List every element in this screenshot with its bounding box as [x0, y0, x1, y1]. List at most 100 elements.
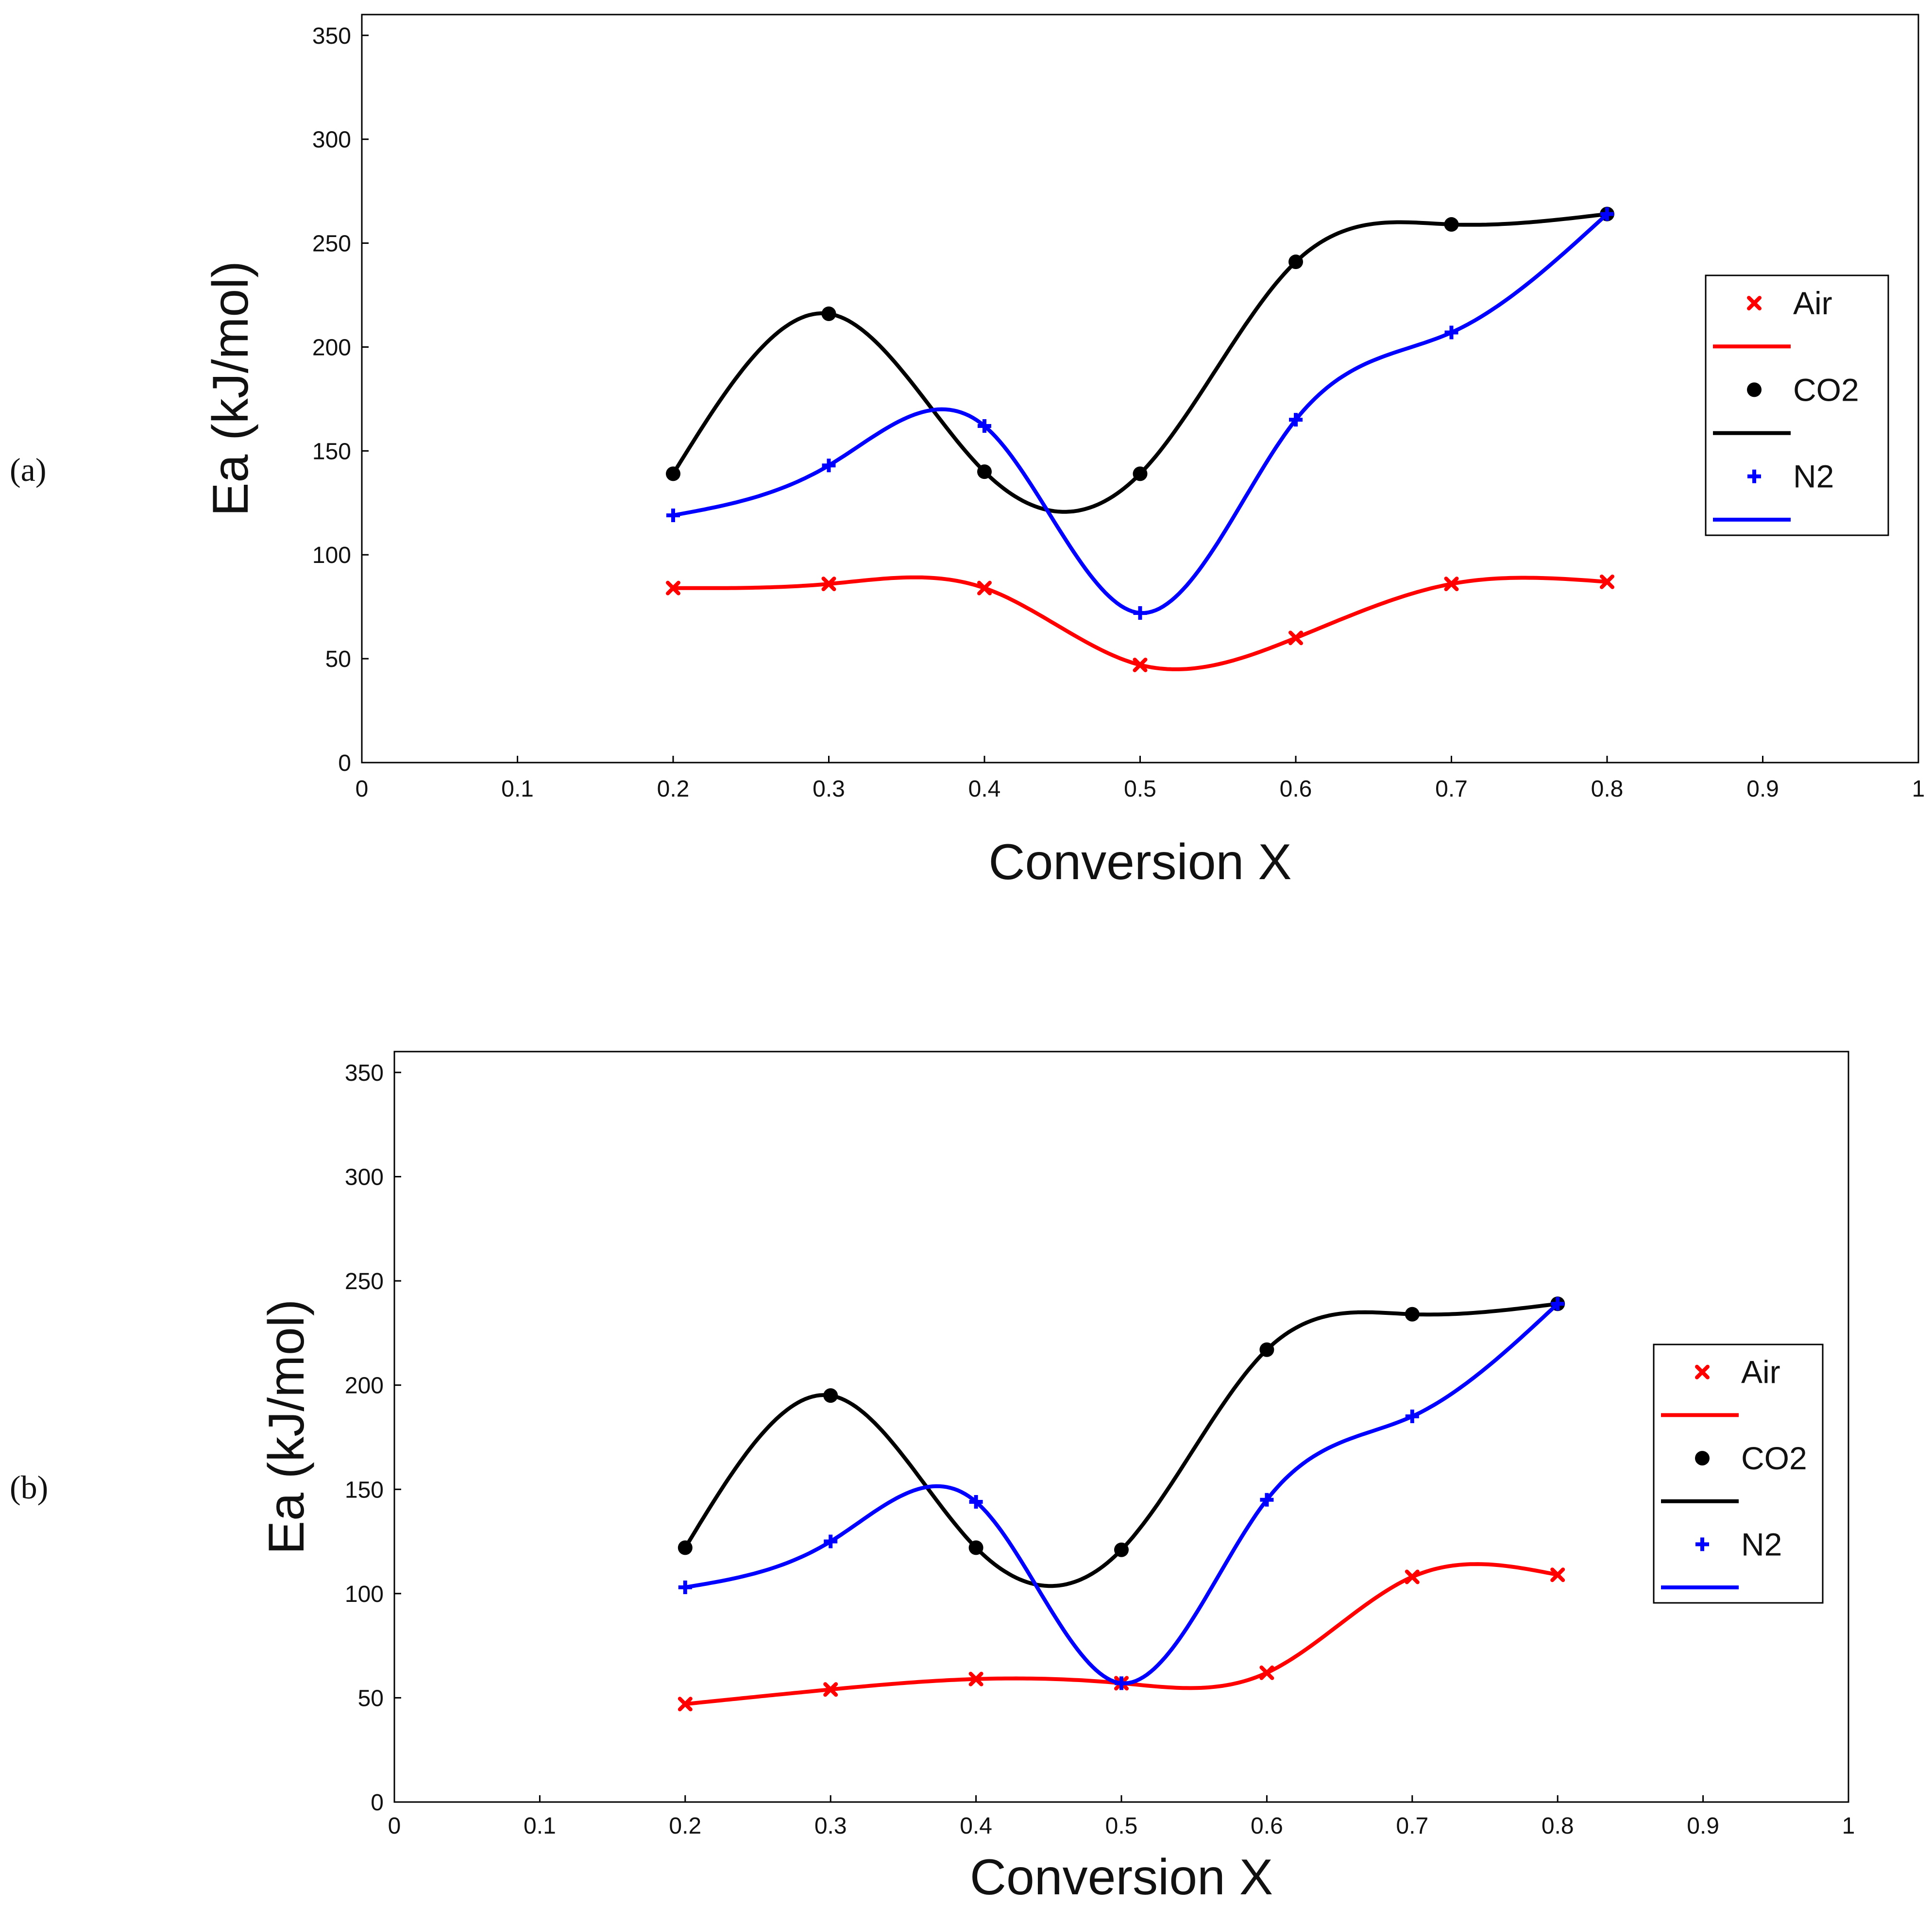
legend-marker-co2: [1695, 1451, 1710, 1466]
data-point-co2: [977, 464, 992, 479]
x-tick-label: 0.6: [1280, 776, 1312, 802]
series-line-air: [671, 575, 1609, 671]
y-axis-title: Ea (kJ/mol): [258, 1299, 315, 1555]
data-point-n2: [1260, 1493, 1274, 1507]
data-point-air: [1600, 574, 1614, 589]
data-point-air: [678, 1697, 693, 1712]
x-tick-label: 0.1: [524, 1813, 556, 1839]
y-tick-label: 350: [312, 23, 351, 49]
data-point-n2: [1405, 1410, 1419, 1424]
data-point-co2: [1259, 1342, 1274, 1357]
data-point-air: [1288, 630, 1303, 646]
y-tick-label: 200: [345, 1373, 384, 1399]
y-tick-label: 150: [345, 1477, 384, 1503]
series-line-n2: [671, 212, 1609, 615]
y-tick-label: 100: [312, 543, 351, 568]
x-tick-label: 0.9: [1687, 1813, 1719, 1839]
x-tick-label: 1: [1842, 1813, 1855, 1839]
x-tick-label: 0.4: [960, 1813, 992, 1839]
x-tick-label: 0: [356, 776, 369, 802]
y-tick-label: 100: [345, 1582, 384, 1607]
legend-marker-air: [1695, 1364, 1710, 1379]
plot-area: [361, 14, 1919, 764]
data-point-n2: [1551, 1297, 1565, 1311]
chart-panel-b: (b) 0 0.1 0.2 0.3 0.4 0.5 0.6 0.7 0.8 0.9 1 0 50 100 15…: [10, 1051, 1855, 1905]
data-point-air: [1259, 1665, 1274, 1680]
legend-marker-co2: [1747, 382, 1762, 397]
legend: Air CO2 N2: [1653, 1344, 1824, 1604]
data-point-n2: [678, 1580, 692, 1594]
x-tick-label: 0.5: [1124, 776, 1156, 802]
legend-box: [1653, 1344, 1824, 1604]
data-point-co2: [1133, 466, 1148, 481]
data-point-co2: [666, 466, 680, 481]
x-tick-label: 0.4: [968, 776, 1001, 802]
data-point-air: [1550, 1567, 1565, 1582]
data-point-co2: [1288, 255, 1303, 270]
data-point-n2: [1133, 606, 1147, 620]
x-tick-label: 0: [388, 1813, 401, 1839]
legend-label-co2: CO2: [1793, 372, 1859, 408]
data-point-air: [823, 1682, 838, 1697]
x-tick-label: 0.3: [813, 776, 845, 802]
legend-label-air: Air: [1793, 285, 1832, 321]
y-axis-title: Ea (kJ/mol): [203, 261, 259, 516]
x-axis-title: Conversion X: [988, 834, 1291, 890]
data-point-n2: [1600, 207, 1614, 221]
data-point-air: [1444, 577, 1459, 592]
data-point-co2: [1114, 1542, 1129, 1557]
y-tick-label: 0: [371, 1790, 384, 1816]
data-point-co2: [1444, 217, 1459, 232]
x-tick-label: 0.6: [1251, 1813, 1283, 1839]
data-point-n2: [1289, 413, 1303, 427]
data-point-air: [977, 580, 992, 595]
legend-marker-n2: [1747, 469, 1761, 483]
x-tick-label: 0.5: [1105, 1813, 1138, 1839]
data-point-air: [1133, 657, 1148, 672]
legend-marker-n2: [1695, 1537, 1709, 1551]
x-tick-label: 1: [1912, 776, 1925, 802]
y-tick-label: 250: [312, 231, 351, 257]
data-point-air: [821, 577, 836, 592]
data-point-n2: [822, 459, 836, 473]
series-n2: [678, 1297, 1565, 1690]
data-point-n2: [1115, 1676, 1128, 1690]
legend: Air CO2 N2: [1705, 274, 1889, 536]
data-point-co2: [821, 306, 836, 321]
y-tick-label: 50: [325, 646, 351, 672]
data-point-n2: [1444, 325, 1458, 340]
data-point-n2: [824, 1534, 838, 1548]
y-tick-label: 300: [345, 1165, 384, 1191]
legend-label-n2: N2: [1741, 1526, 1782, 1562]
data-point-co2: [968, 1540, 983, 1555]
data-point-co2: [1405, 1307, 1420, 1322]
data-point-n2: [969, 1495, 983, 1509]
chart-panel-a: (a) 0 0.1 0.2 0.3 0.4 0.5 0.6 0.7 0.8 0.9 1 0 50 100 15…: [10, 14, 1925, 890]
data-point-air: [666, 580, 680, 595]
series-co2: [666, 206, 1614, 514]
y-tick-label: 0: [338, 750, 351, 776]
y-tick-label: 50: [358, 1685, 384, 1711]
legend-label-air: Air: [1741, 1354, 1780, 1390]
legend-marker-air: [1747, 296, 1762, 311]
x-tick-label: 0.9: [1746, 776, 1779, 802]
y-tick-label: 350: [345, 1060, 384, 1086]
legend-label-n2: N2: [1793, 459, 1834, 494]
legend-label-co2: CO2: [1741, 1440, 1807, 1476]
data-point-co2: [678, 1540, 693, 1555]
x-tick-label: 0.8: [1591, 776, 1624, 802]
x-tick-label: 0.8: [1542, 1813, 1574, 1839]
x-axis-title: Conversion X: [970, 1849, 1273, 1905]
data-point-co2: [823, 1388, 838, 1403]
x-tick-label: 0.3: [814, 1813, 847, 1839]
series-air: [666, 574, 1614, 672]
y-tick-label: 300: [312, 127, 351, 153]
y-tick-label: 150: [312, 439, 351, 464]
panel-label: (b): [10, 1469, 48, 1506]
data-point-air: [1405, 1569, 1420, 1584]
data-point-n2: [666, 508, 680, 522]
x-tick-label: 0.2: [669, 1813, 701, 1839]
x-tick-label: 0.7: [1435, 776, 1468, 802]
x-tick-label: 0.2: [657, 776, 690, 802]
